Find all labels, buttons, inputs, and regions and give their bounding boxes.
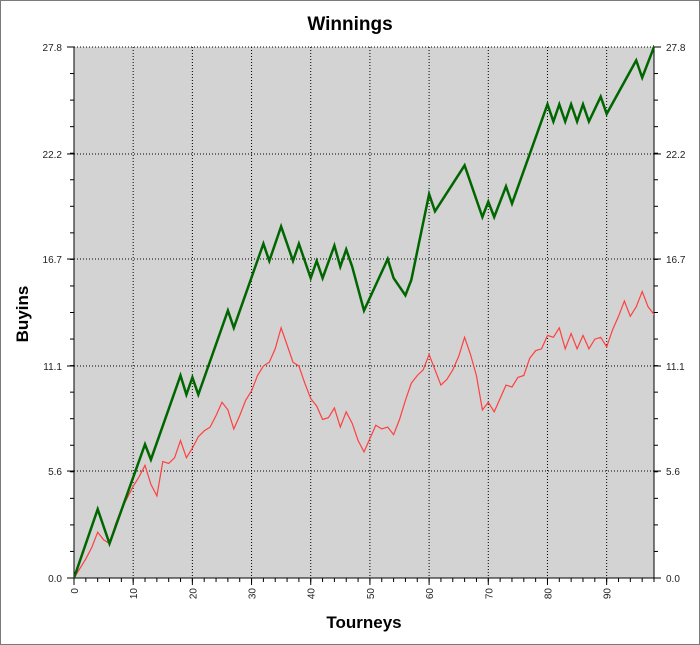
- y-tick-label: 11.1: [43, 362, 62, 373]
- x-tick-label: 70: [484, 588, 495, 600]
- x-tick-label: 30: [248, 588, 259, 600]
- x-tick-label: 0: [70, 588, 81, 594]
- x-tick-label: 10: [129, 588, 140, 600]
- y-tick-label-right: 27.8: [666, 43, 686, 54]
- y-tick-label: 0.0: [48, 574, 62, 585]
- x-tick-label: 40: [307, 588, 318, 600]
- y-tick-label-right: 5.6: [666, 467, 680, 478]
- x-tick-label: 60: [425, 588, 436, 600]
- y-tick-label-right: 0.0: [666, 574, 680, 585]
- y-tick-label-right: 22.2: [666, 150, 686, 161]
- chart-title: Winnings: [307, 14, 392, 35]
- y-tick-label-right: 16.7: [666, 255, 686, 266]
- x-tick-label: 80: [543, 588, 554, 600]
- plot-layer: 0.0 0.0 5.6 5.6 11.1 11.1 16.7 16.7 22.2 22.2 27.8…: [43, 43, 686, 599]
- y-tick-label: 16.7: [43, 255, 63, 266]
- y-tick-label: 22.2: [43, 150, 63, 161]
- x-tick-label: 90: [603, 588, 614, 600]
- series-line-1: [74, 45, 654, 578]
- y-tick-label-right: 11.1: [666, 362, 685, 373]
- x-tick-label: 20: [188, 588, 199, 600]
- y-tick-label: 27.8: [43, 43, 63, 54]
- series-line-2: [74, 289, 654, 578]
- x-axis-title: Tourneys: [326, 613, 401, 632]
- x-tick-label: 50: [366, 588, 377, 600]
- y-tick-label: 5.6: [48, 467, 62, 478]
- y-axis-title: Buyins: [13, 286, 32, 343]
